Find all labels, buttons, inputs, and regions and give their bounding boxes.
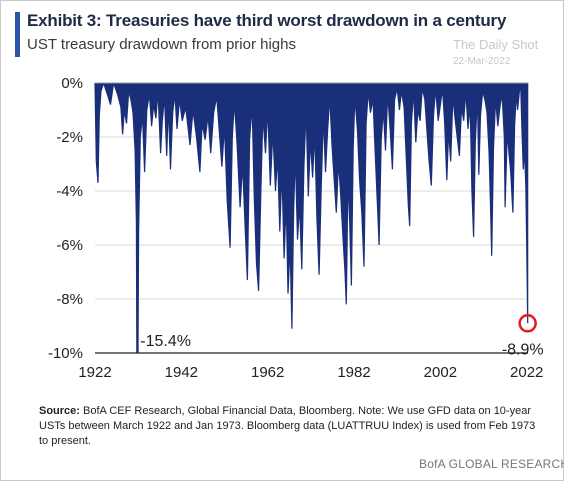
annotation-min-1931: -15.4% xyxy=(140,333,191,350)
source-label: Source: xyxy=(39,405,80,417)
current-drawdown-circle xyxy=(518,314,537,333)
y-tick-label: -8% xyxy=(56,291,83,308)
x-tick-label: 1982 xyxy=(337,364,370,381)
chart-subtitle: UST treasury drawdown from prior highs xyxy=(27,36,296,53)
drawdown-chart: 0% -2% -4% -6% -8% -10% 1922 1942 1962 1982 2002 20… xyxy=(48,75,544,381)
chart-title: Exhibit 3: Treasuries have third worst d… xyxy=(27,11,507,30)
watermark-name: The Daily Shot xyxy=(453,37,539,52)
x-tick-label: 1942 xyxy=(165,364,198,381)
y-tick-label: -2% xyxy=(56,129,83,146)
source-note: Source: BofA CEF Research, Global Financ… xyxy=(39,404,539,449)
x-tick-label: 1962 xyxy=(251,364,284,381)
y-tick-label: -4% xyxy=(56,183,83,200)
y-tick-label: -6% xyxy=(56,237,83,254)
source-text: BofA CEF Research, Global Financial Data… xyxy=(39,405,536,447)
drawdown-area-series xyxy=(94,83,529,353)
x-tick-label: 1922 xyxy=(78,364,111,381)
x-tick-label: 2022 xyxy=(510,364,543,381)
title-accent-bar xyxy=(15,12,20,57)
watermark-date: 22-Mar-2022 xyxy=(453,56,511,67)
y-tick-label: 0% xyxy=(61,75,83,92)
y-tick-label: -10% xyxy=(48,345,83,362)
annotation-current-2022: -8.9% xyxy=(502,341,544,358)
x-tick-label: 2002 xyxy=(424,364,457,381)
footer-brand: BofA GLOBAL RESEARCH xyxy=(419,457,564,471)
